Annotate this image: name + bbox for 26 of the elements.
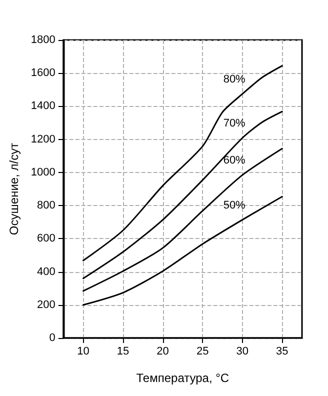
y-tick-label: 1200 [30,133,56,146]
x-tick-label: 35 [276,346,288,358]
y-axis-title: Осушение, л/сут [7,142,21,236]
x-tick-label: 10 [77,346,90,358]
x-axis-title: Температура, °C [136,371,230,385]
y-tick-label: 200 [37,298,56,311]
y-tick-label: 0 [49,332,56,344]
line-series [82,196,283,306]
line-series [82,65,283,262]
x-tick-label: 15 [116,346,130,358]
series-label: 60% [223,154,246,167]
line-series [82,148,283,292]
x-tick-label: 20 [156,346,169,358]
y-tick-label: 1000 [30,166,56,178]
y-tick-label: 1800 [30,34,56,46]
y-tick-label: 800 [37,200,56,212]
y-tick-label: 400 [37,266,56,278]
line-series [82,110,283,280]
x-tick-label: 25 [196,346,209,358]
series-label: 50% [223,199,246,212]
x-tick-label: 30 [236,346,248,358]
series-label: 70% [223,118,246,130]
series-label: 80% [223,73,246,86]
y-tick-label: 1400 [30,100,56,112]
y-tick-label: 1600 [30,67,56,80]
y-tick-label: 600 [37,232,56,245]
